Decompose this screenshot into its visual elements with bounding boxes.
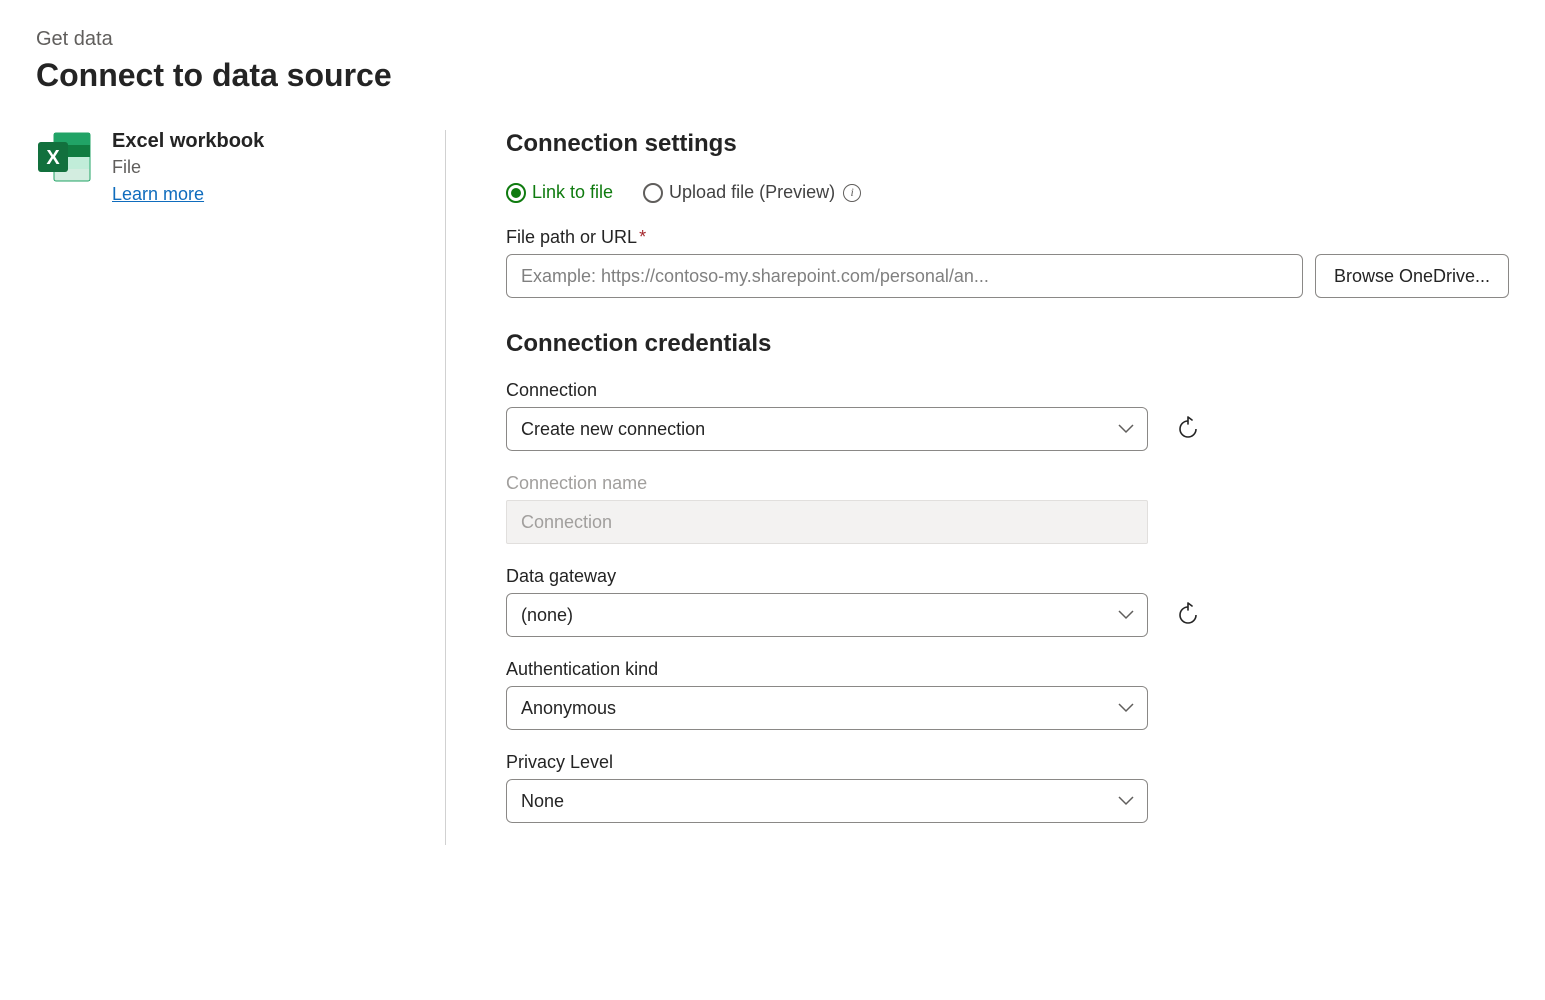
browse-onedrive-button[interactable]: Browse OneDrive... xyxy=(1315,254,1509,298)
connection-label: Connection xyxy=(506,380,1509,401)
source-type: File xyxy=(112,157,264,178)
refresh-icon xyxy=(1175,416,1201,442)
info-icon[interactable]: i xyxy=(843,184,861,202)
privacy-level-select[interactable]: None xyxy=(506,779,1148,823)
auth-kind-value: Anonymous xyxy=(521,698,616,719)
source-name: Excel workbook xyxy=(112,130,264,153)
source-sidebar: X Excel workbook File Learn more xyxy=(36,130,446,845)
connection-value: Create new connection xyxy=(521,419,705,440)
connection-name-label: Connection name xyxy=(506,473,1509,494)
link-to-file-label: Link to file xyxy=(532,182,613,203)
breadcrumb: Get data xyxy=(36,28,1509,51)
data-gateway-label: Data gateway xyxy=(506,566,1509,587)
connection-select[interactable]: Create new connection xyxy=(506,407,1148,451)
link-to-file-radio[interactable]: Link to file xyxy=(506,182,613,203)
refresh-icon xyxy=(1175,602,1201,628)
data-gateway-value: (none) xyxy=(521,605,573,626)
connection-name-input: Connection xyxy=(506,500,1148,544)
excel-workbook-icon: X xyxy=(36,130,94,184)
radio-selected-icon xyxy=(506,183,526,203)
learn-more-link[interactable]: Learn more xyxy=(112,184,204,205)
svg-text:X: X xyxy=(46,147,60,169)
radio-unselected-icon xyxy=(643,183,663,203)
file-path-label: File path or URL* xyxy=(506,227,1509,248)
refresh-gateway-button[interactable] xyxy=(1172,599,1204,631)
upload-file-radio[interactable]: Upload file (Preview) i xyxy=(643,182,861,203)
upload-file-label: Upload file (Preview) xyxy=(669,182,835,203)
auth-kind-label: Authentication kind xyxy=(506,659,1509,680)
privacy-level-label: Privacy Level xyxy=(506,752,1509,773)
privacy-level-value: None xyxy=(521,791,564,812)
file-mode-radio-group: Link to file Upload file (Preview) i xyxy=(506,182,1509,203)
data-gateway-select[interactable]: (none) xyxy=(506,593,1148,637)
refresh-connection-button[interactable] xyxy=(1172,413,1204,445)
connection-credentials-heading: Connection credentials xyxy=(506,330,1509,358)
file-path-input[interactable] xyxy=(506,254,1303,298)
auth-kind-select[interactable]: Anonymous xyxy=(506,686,1148,730)
page-title: Connect to data source xyxy=(36,57,1509,94)
connection-settings-heading: Connection settings xyxy=(506,130,1509,158)
